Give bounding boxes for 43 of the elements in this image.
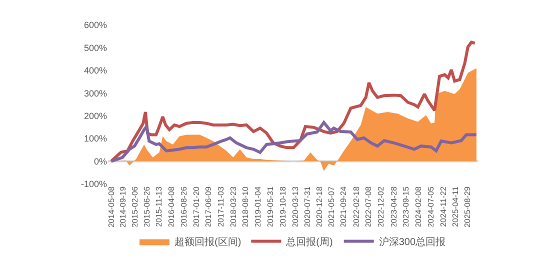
x-tick-label: 2023-04-28: [389, 186, 398, 228]
x-tick-label: 2016-04-08: [167, 186, 176, 228]
x-tick-label: 2015-02-06: [130, 186, 140, 228]
x-tick-label: 2021-09-24: [339, 186, 348, 228]
x-tick-label: 2023-09-15: [401, 186, 410, 228]
x-tick-label: 2015-11-13: [154, 186, 164, 227]
x-tick-label: 2017-06-09: [204, 186, 214, 228]
legend-label: 总回报(周): [285, 236, 333, 248]
x-tick-label: 2019-05-31: [266, 186, 276, 228]
x-tick-label: 2016-08-26: [179, 186, 188, 228]
y-tick-label: 600%: [84, 20, 107, 30]
x-tick-label: 2017-01-20: [192, 186, 201, 228]
x-tick-label: 2014-09-19: [118, 186, 128, 228]
x-tick-label: 2025-08-29: [462, 186, 472, 228]
x-tick-label: 2022-12-02: [376, 186, 386, 228]
x-tick-label: 2025-04-11: [450, 186, 460, 227]
y-tick-label: 200%: [84, 111, 107, 122]
x-tick-label: 2015-06-26: [142, 186, 152, 228]
x-tick-label: 2019-01-04: [254, 186, 263, 228]
legend-label: 沪深300总回报: [378, 236, 446, 248]
x-tick-label: 2024-11-22: [438, 186, 448, 227]
x-tick-label: 2018-03-23: [228, 186, 238, 228]
y-tick-label: 100%: [84, 134, 107, 144]
y-tick-label: 300%: [84, 88, 107, 98]
x-tick-label: 2024-07-05: [426, 186, 436, 228]
x-tick-label: 2021-05-07: [327, 186, 336, 228]
x-tick-label: 2020-12-18: [315, 186, 324, 228]
x-tick-label: 2022-02-18: [352, 186, 361, 228]
legend-label: 超额回报(区间): [174, 236, 242, 248]
x-tick-label: 2018-08-10: [240, 186, 250, 228]
x-tick-label: 2014-05-08: [106, 186, 116, 228]
y-tick-label: 400%: [84, 66, 107, 76]
line-series: [110, 40, 476, 163]
x-tick-label: 2017-11-03: [216, 186, 226, 227]
x-tick-label: 2022-07-08: [364, 186, 373, 228]
x-tick-label: 2019-10-18: [278, 186, 288, 228]
y-tick-label: 0%: [94, 156, 107, 166]
y-tick-label: -100%: [80, 179, 107, 190]
x-tick-label: 2020-07-31: [303, 186, 312, 228]
x-tick-label: 2020-03-13: [290, 186, 300, 228]
y-tick-label: 500%: [84, 42, 107, 53]
line-series: [110, 120, 478, 163]
x-tick-label: 2024-02-08: [414, 186, 423, 228]
